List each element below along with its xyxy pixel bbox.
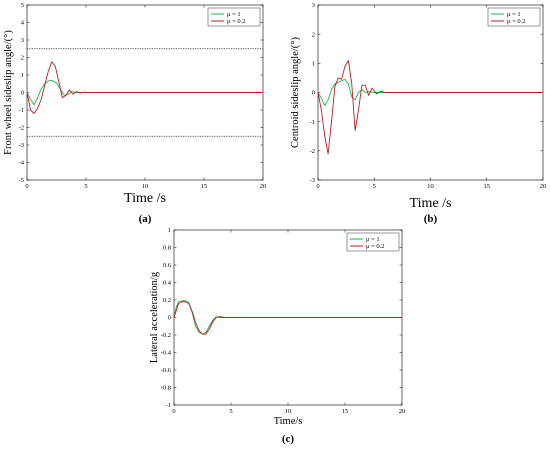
y-tick-label: 4 bbox=[21, 20, 25, 27]
x-tick-label: 15 bbox=[201, 183, 208, 190]
panel-caption: (a) bbox=[139, 213, 152, 225]
y-tick-label: 1 bbox=[21, 72, 24, 79]
series-group bbox=[174, 300, 402, 335]
series-group bbox=[318, 59, 543, 155]
y-tick-label: -0.8 bbox=[161, 385, 171, 392]
x-tick-label: 15 bbox=[342, 408, 349, 415]
y-tick-label: -1 bbox=[166, 402, 171, 409]
x-tick-label: 0 bbox=[25, 183, 28, 190]
y-tick-label: -0.4 bbox=[161, 350, 172, 357]
x-tick-label: 10 bbox=[142, 183, 149, 190]
x-tick-label: 20 bbox=[540, 183, 547, 190]
x-tick-label: 15 bbox=[484, 183, 491, 190]
legend-label-1: μ = 1 bbox=[507, 11, 521, 18]
y-tick-label: 0 bbox=[21, 90, 24, 97]
x-tick-label: 10 bbox=[427, 183, 434, 190]
chart-panel-c: 0 5 10 15 20 1 0.8 0.6 0.4 0.2 0 -0.2 -0.4 -0.6 -0.8 -1… bbox=[149, 227, 405, 445]
y-tick-label: 2 bbox=[312, 31, 315, 38]
y-tick-label: -1 bbox=[310, 119, 315, 126]
y-tick-label: 3 bbox=[21, 37, 24, 44]
legend-label-1: μ = 1 bbox=[227, 11, 241, 18]
series-line-1 bbox=[174, 300, 402, 335]
y-tick-label: -2 bbox=[19, 125, 24, 132]
legend: μ = 1μ = 0.2 bbox=[207, 7, 261, 27]
y-tick-label: 0.2 bbox=[163, 297, 171, 304]
x-axis-label: Time/s bbox=[274, 416, 303, 427]
y-axis-label: Centroid sideslip angle/(°) bbox=[290, 37, 301, 148]
y-tick-label: 0.4 bbox=[163, 280, 172, 287]
y-tick-label: 0 bbox=[312, 90, 315, 97]
x-tick-label: 0 bbox=[172, 408, 175, 415]
series-line-2 bbox=[27, 61, 263, 114]
y-tick-label: -0.2 bbox=[161, 332, 171, 339]
y-tick-label: -4 bbox=[19, 160, 25, 167]
x-axis-label: Time /s bbox=[410, 196, 452, 211]
legend: μ = 1μ = 0.2 bbox=[346, 232, 400, 252]
x-tick-label: 5 bbox=[229, 408, 232, 415]
y-tick-label: 3 bbox=[312, 2, 315, 9]
series-line-2 bbox=[174, 301, 402, 335]
y-tick-label: 1 bbox=[312, 61, 315, 68]
panel-caption: (c) bbox=[282, 433, 295, 445]
x-tick-label: 0 bbox=[316, 183, 319, 190]
series-group bbox=[27, 61, 263, 114]
y-tick-label: -1 bbox=[19, 107, 24, 114]
y-tick-label: 1 bbox=[168, 227, 171, 234]
y-tick-label: 2 bbox=[21, 55, 24, 62]
legend-label-1: μ = 1 bbox=[366, 236, 380, 243]
panel-caption: (b) bbox=[424, 213, 438, 225]
legend-label-2: μ = 0.2 bbox=[507, 18, 526, 25]
x-tick-label: 20 bbox=[260, 183, 267, 190]
series-line-1 bbox=[318, 78, 543, 107]
legend: μ = 1μ = 0.2 bbox=[487, 7, 541, 27]
y-axis-label: Front wheel sideslip angle/(°) bbox=[3, 30, 14, 155]
y-tick-label: 5 bbox=[21, 2, 24, 9]
x-tick-label: 5 bbox=[84, 183, 87, 190]
legend-label-2: μ = 0.2 bbox=[227, 18, 246, 25]
y-tick-label: 0.6 bbox=[163, 262, 172, 269]
y-tick-label: -5 bbox=[19, 177, 24, 184]
y-tick-label: -3 bbox=[19, 142, 24, 149]
series-line-2 bbox=[318, 59, 543, 155]
x-axis-label: Time /s bbox=[124, 191, 166, 206]
x-tick-label: 10 bbox=[285, 408, 292, 415]
y-tick-label: -0.6 bbox=[161, 367, 172, 374]
y-tick-label: 0.8 bbox=[163, 245, 171, 252]
y-axis-label: Lateral acceleration/g bbox=[149, 271, 160, 363]
y-tick-label: -3 bbox=[310, 177, 315, 184]
y-tick-label: -2 bbox=[310, 148, 315, 155]
legend-label-2: μ = 0.2 bbox=[366, 243, 385, 250]
x-tick-label: 5 bbox=[373, 183, 376, 190]
x-tick-label: 20 bbox=[399, 408, 406, 415]
y-tick-label: 0 bbox=[168, 315, 171, 322]
